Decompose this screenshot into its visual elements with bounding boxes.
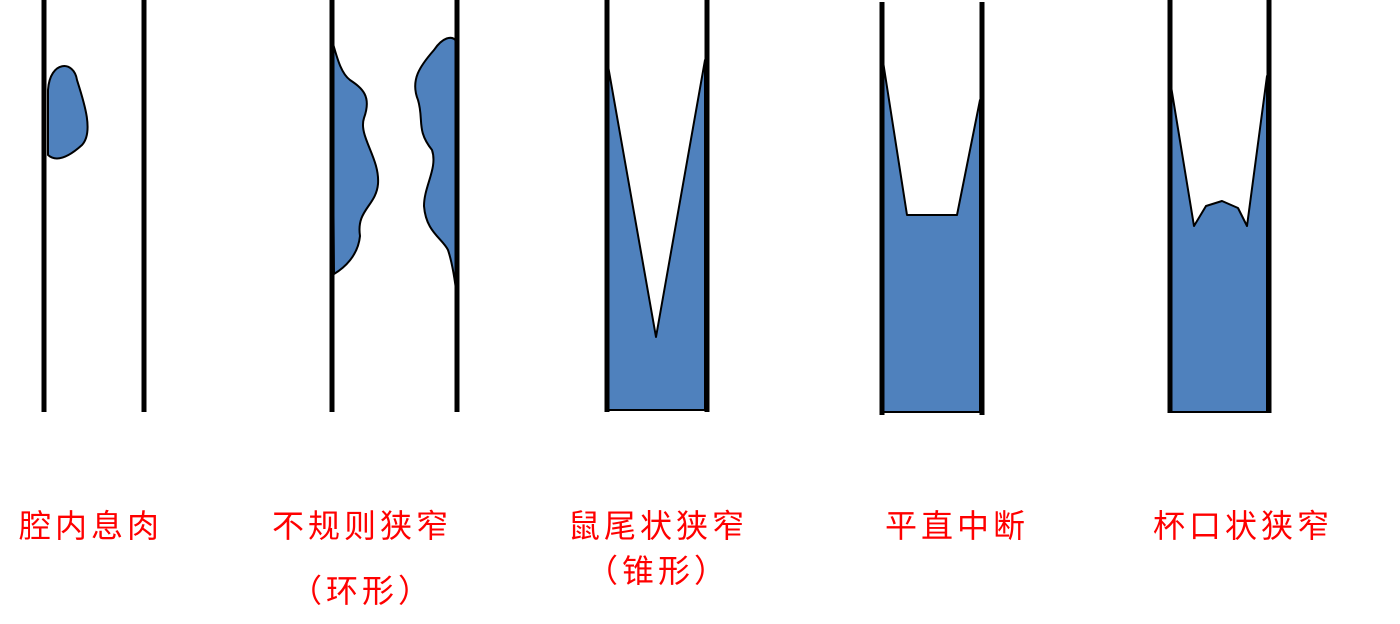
- label-irregular: 不规则狭窄: [271, 507, 453, 545]
- flat-cutoff-shape: [881, 54, 981, 413]
- label-polyp: 腔内息肉: [18, 507, 164, 545]
- sublabel-irregular: （环形）: [289, 572, 435, 610]
- cup-mouth-shape: [1169, 75, 1268, 413]
- panel-flat-cutoff: [879, 2, 985, 415]
- sublabel-rat-tail: （锥形）: [585, 552, 731, 590]
- panel-polyp: [41, 0, 147, 412]
- panel-irregular: [329, 0, 460, 412]
- irregular-right-shape: [414, 36, 458, 299]
- label-flat-cutoff: 平直中断: [884, 507, 1030, 545]
- rat-tail-shape: [606, 59, 706, 411]
- label-cup-mouth: 杯口状狭窄: [1152, 507, 1334, 545]
- panel-cup-mouth: [1167, 0, 1272, 413]
- polyp-shape: [47, 65, 89, 160]
- label-rat-tail: 鼠尾状狭窄: [567, 507, 749, 545]
- panel-rat-tail: [604, 0, 710, 412]
- irregular-left-shape: [331, 39, 380, 275]
